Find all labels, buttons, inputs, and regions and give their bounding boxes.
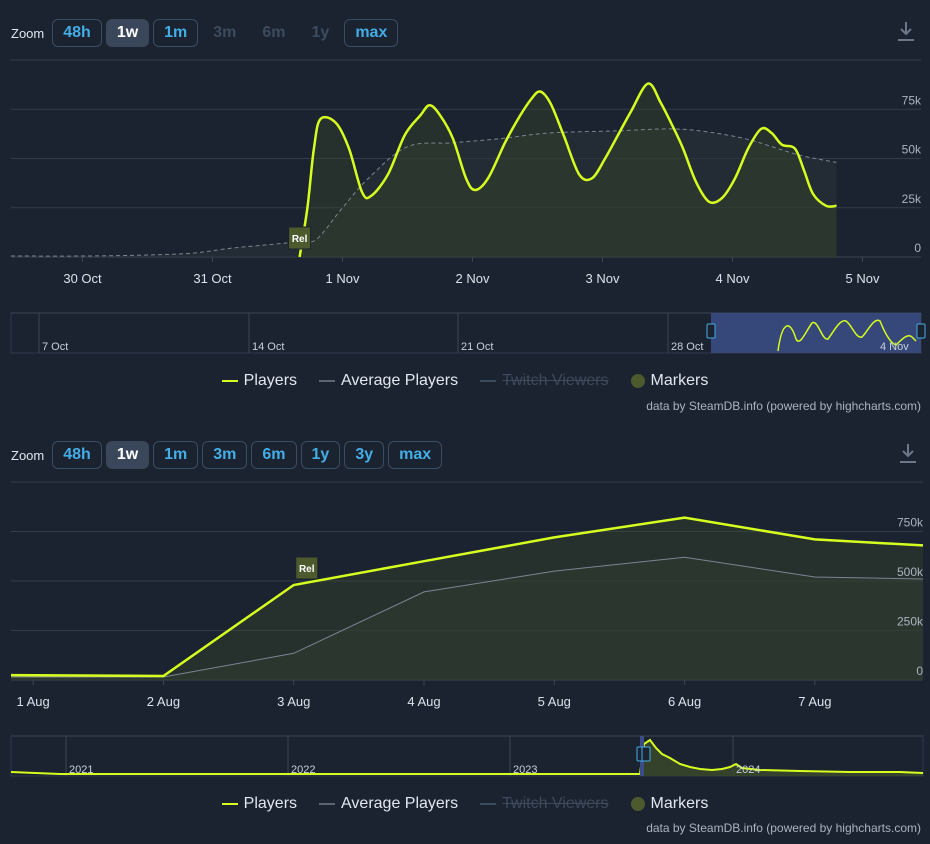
zoom-3m-button[interactable]: 3m bbox=[202, 441, 248, 469]
y-tick-label: 50k bbox=[902, 143, 922, 157]
navigator-label: 7 Oct bbox=[42, 341, 68, 353]
navigator-label: 28 Oct bbox=[671, 341, 703, 353]
average-players-line[interactable] bbox=[11, 556, 924, 678]
average-players-area bbox=[11, 557, 923, 680]
zoom-bar: Zoom 48h 1w 1m 3m 6m 1y max bbox=[11, 18, 399, 48]
players-area bbox=[11, 517, 923, 680]
navigator-series bbox=[10, 738, 924, 775]
y-tick-label: 75k bbox=[902, 93, 922, 107]
average-players-area bbox=[11, 128, 837, 257]
marker-label: Rel bbox=[299, 564, 315, 575]
zoom-3y-button[interactable]: 3y bbox=[344, 441, 385, 469]
credits[interactable]: data by SteamDB.info (powered by highcha… bbox=[646, 821, 921, 835]
x-tick-label: 2 Nov bbox=[456, 271, 490, 286]
zoom-max-button[interactable]: max bbox=[344, 19, 399, 47]
y-tick-label: 500k bbox=[897, 565, 924, 579]
zoom-3m-button: 3m bbox=[213, 24, 237, 41]
navigator[interactable]: 2021 2022 2023 2024 bbox=[0, 734, 930, 780]
zoom-6m-button: 6m bbox=[262, 24, 286, 41]
legend-players[interactable]: Players bbox=[221, 372, 297, 390]
y-tick-label: 250k bbox=[897, 615, 924, 629]
legend-twitch-viewers[interactable]: Twitch Viewers bbox=[480, 372, 609, 390]
legend: Players Average Players Twitch Viewers M… bbox=[0, 372, 930, 390]
y-tick-label: 750k bbox=[897, 516, 924, 530]
credits[interactable]: data by SteamDB.info (powered by highcha… bbox=[646, 399, 921, 413]
x-tick-label: 5 Nov bbox=[846, 271, 880, 286]
x-tick-label: 5 Aug bbox=[538, 694, 571, 709]
zoom-6m-button[interactable]: 6m bbox=[251, 441, 297, 469]
x-tick-label: 3 Nov bbox=[586, 271, 620, 286]
y-tick-label: 0 bbox=[914, 241, 921, 255]
navigator-label: 2024 bbox=[736, 764, 760, 776]
zoom-48h-button[interactable]: 48h bbox=[52, 441, 102, 469]
zoom-label: Zoom bbox=[11, 447, 45, 463]
navigator-handle-right[interactable] bbox=[641, 746, 651, 762]
zoom-1y-button: 1y bbox=[311, 24, 330, 41]
navigator-series bbox=[777, 319, 917, 352]
navigator-handle-left[interactable] bbox=[706, 323, 716, 339]
average-players-line[interactable] bbox=[10, 128, 837, 257]
download-icon[interactable] bbox=[898, 442, 918, 466]
x-tick-label: 31 Oct bbox=[193, 271, 232, 286]
y-tick-label: 0 bbox=[916, 664, 923, 678]
marker-label: Rel bbox=[292, 234, 308, 245]
release-marker[interactable]: Rel bbox=[288, 226, 312, 250]
zoom-1m-button[interactable]: 1m bbox=[153, 441, 199, 469]
x-tick-label: 1 Nov bbox=[326, 271, 360, 286]
zoom-label: Zoom bbox=[11, 25, 45, 41]
legend-average-players[interactable]: Average Players bbox=[319, 795, 458, 813]
players-line[interactable] bbox=[10, 516, 924, 678]
navigator-label: 2021 bbox=[69, 764, 93, 776]
x-tick-label: 2 Aug bbox=[147, 694, 180, 709]
chart-panel-2: Zoom 48h 1w 1m 3m 6m 1y 3y max 0 250k 500k… bbox=[0, 422, 930, 844]
zoom-1m-button[interactable]: 1m bbox=[153, 19, 199, 47]
zoom-48h-button[interactable]: 48h bbox=[52, 19, 102, 47]
download-icon[interactable] bbox=[896, 20, 916, 44]
navigator-label: 2023 bbox=[513, 764, 537, 776]
x-tick-label: 6 Aug bbox=[668, 694, 701, 709]
zoom-max-button[interactable]: max bbox=[388, 441, 443, 469]
navigator[interactable]: 7 Oct 14 Oct 21 Oct 28 Oct 4 Nov bbox=[0, 311, 930, 357]
legend: Players Average Players Twitch Viewers M… bbox=[0, 795, 930, 813]
players-chart: 0 25k 50k 75k 30 Oct 31 Oct 1 Nov 2 Nov 3 Nov 4 … bbox=[10, 59, 922, 286]
legend-markers[interactable]: Markers bbox=[630, 795, 708, 813]
legend-players[interactable]: Players bbox=[221, 795, 297, 813]
x-tick-label: 1 Aug bbox=[17, 694, 50, 709]
navigator-handle-right[interactable] bbox=[916, 323, 926, 339]
release-marker[interactable]: Rel bbox=[295, 556, 319, 580]
players-area bbox=[299, 83, 837, 257]
chart-panel-1: Zoom 48h 1w 1m 3m 6m 1y max 0 25k 50k 75k 3… bbox=[0, 18, 930, 413]
navigator-label: 21 Oct bbox=[461, 341, 493, 353]
players-chart: 0 250k 500k 750k 1 Aug 2 Aug 3 Aug 4 Aug 5 Aug 6… bbox=[10, 481, 924, 709]
zoom-1y-button[interactable]: 1y bbox=[300, 441, 341, 469]
legend-markers[interactable]: Markers bbox=[630, 372, 708, 390]
x-tick-label: 4 Nov bbox=[716, 271, 750, 286]
legend-twitch-viewers[interactable]: Twitch Viewers bbox=[480, 795, 609, 813]
navigator-label: 2022 bbox=[291, 764, 315, 776]
navigator-label: 4 Nov bbox=[880, 341, 909, 353]
x-tick-label: 30 Oct bbox=[63, 271, 102, 286]
zoom-1w-button[interactable]: 1w bbox=[105, 441, 150, 469]
x-tick-label: 7 Aug bbox=[798, 694, 831, 709]
x-tick-label: 3 Aug bbox=[277, 694, 310, 709]
players-line[interactable] bbox=[298, 82, 837, 258]
x-tick-label: 4 Aug bbox=[407, 694, 440, 709]
zoom-1w-button[interactable]: 1w bbox=[105, 19, 150, 47]
zoom-bar: Zoom 48h 1w 1m 3m 6m 1y 3y max bbox=[11, 440, 443, 470]
navigator-label: 14 Oct bbox=[252, 341, 284, 353]
legend-average-players[interactable]: Average Players bbox=[319, 372, 458, 390]
y-tick-label: 25k bbox=[902, 192, 922, 206]
